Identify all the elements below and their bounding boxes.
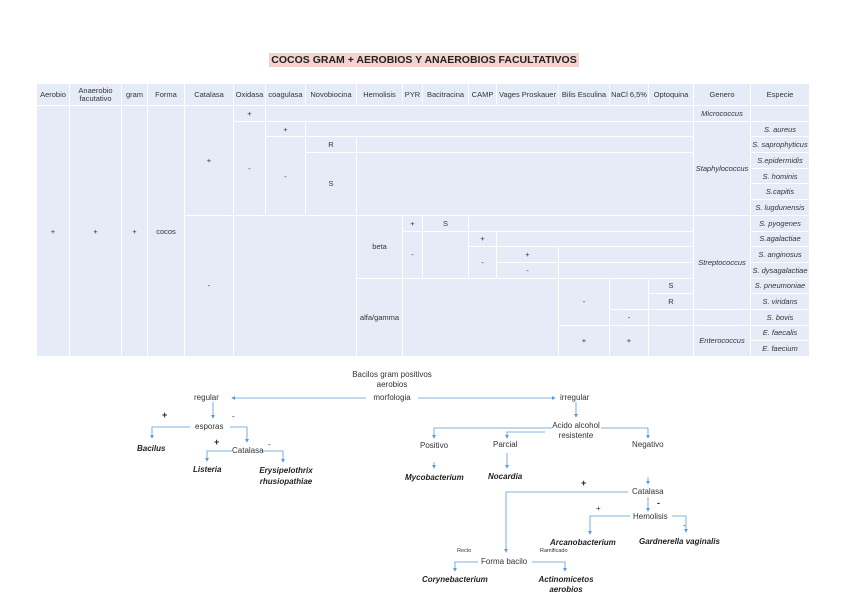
flow-hemolisis: Hemolisis: [633, 512, 668, 521]
flow-ramificado: Ramificado: [540, 548, 568, 554]
flow-forma-bacilo: Forma bacilo: [481, 557, 528, 566]
flow-acido-alcohol: Acido alcohol: [552, 421, 600, 430]
flow-nocardia: Nocardia: [488, 472, 523, 481]
flow-plus-esporas: +: [162, 410, 168, 420]
aerobio-cell: +: [36, 105, 70, 357]
header-cell: Especie: [750, 83, 810, 106]
empty-cell: [422, 230, 469, 279]
catalasa-neg-cell: -: [184, 214, 234, 358]
arrow-negativo: [601, 427, 650, 439]
arrow-gardnerella: [672, 515, 688, 533]
table-row: S S.epidermidis: [37, 152, 810, 216]
page-title: COCOS GRAM + AEROBIOS Y ANAEROBIOS FACUL…: [0, 50, 848, 68]
flow-irregular: irregular: [560, 393, 590, 402]
flow-listeria: Listeria: [193, 465, 222, 474]
species-cell: S. saprophyticus: [750, 136, 810, 154]
empty-cell: [233, 214, 357, 358]
table-row: - + S.agalactiae: [37, 230, 810, 279]
table-row: + + + cocos + + Micrococcus: [36, 105, 810, 357]
identification-table: Aerobio Anaerobio facutativo gram Forma …: [36, 83, 810, 358]
coagulasa-neg-cell: -: [265, 136, 306, 216]
flow-gardnerella: Gardnerella vaginalis: [639, 537, 720, 546]
flow-catalasa: Catalasa: [232, 446, 264, 455]
arrow-positivo: [432, 427, 552, 439]
flow-positivo: Positivo: [420, 441, 449, 450]
species-cell: E. faecium: [750, 340, 810, 357]
empty-cell: [356, 152, 694, 216]
arrow-bacillus: [150, 426, 190, 439]
empty-cell: [648, 324, 694, 358]
arrow-actino: [532, 561, 567, 572]
hemolisis-alfa-cell: alfa/gamma: [356, 277, 403, 358]
flow-minus-catalasa: -: [268, 440, 271, 449]
header-cell: Catalasa: [184, 83, 234, 106]
flow-negativo: Negativo: [632, 440, 664, 449]
table-row: + + Enterococcus E. faecalis: [37, 324, 810, 358]
flow-corynebacterium: Corynebacterium: [422, 575, 488, 584]
flow-arcanobacterium: Arcanobacterium: [550, 538, 616, 547]
anaerobio-cell: +: [69, 105, 122, 357]
genus-cell: Enterococcus: [693, 324, 751, 358]
empty-cell: [402, 277, 559, 358]
gram-cell: +: [121, 105, 148, 357]
flow-plus-catalasa: +: [214, 437, 220, 447]
bilis-pos-cell: +: [558, 324, 610, 358]
table-row: - + S. anginosus: [37, 246, 810, 279]
table-row: - beta + S Streptococcus S. pyogenes: [37, 214, 810, 358]
camp-neg-cell: -: [468, 246, 497, 279]
arrow-listeria: [205, 450, 232, 462]
flow-actinomicetos: Actinomicetos: [538, 575, 594, 584]
arrow-parcial: [505, 431, 545, 439]
flow-rhusiopathiae: rhusiopathiae: [259, 477, 313, 486]
flow-minus-hemolisis: -: [683, 521, 686, 530]
flow-catalasa2: Catalasa: [632, 487, 664, 496]
arrow-erysi: [262, 450, 285, 463]
flow-parcial: Parcial: [493, 440, 518, 449]
flow-plus-catalasa2: +: [581, 478, 587, 488]
flow-root-subtitle: aerobios: [376, 380, 408, 389]
flow-esporas: esporas: [195, 422, 224, 431]
arrow-coryne: [453, 561, 478, 572]
flow-root-morfologia: morfologia: [373, 393, 411, 402]
genus-cell: Staphylococcus: [693, 120, 751, 216]
nacl-pos-cell: +: [609, 324, 649, 358]
flow-erysipelothrix: Erysipelothrix: [259, 466, 313, 475]
flow-recto: Recto: [457, 548, 472, 554]
flow-root-title: Bacilos gram positivos: [352, 370, 432, 379]
flow-regular: regular: [194, 393, 219, 402]
header-cell: Oxidasa: [233, 83, 266, 106]
flow-mycobacterium: Mycobacterium: [405, 473, 464, 482]
header-cell: Bacitracina: [422, 83, 469, 106]
arrow-arcano: [588, 515, 630, 535]
flow-bacillus: Bacilus: [137, 444, 166, 453]
header-cell: Vages Proskauer: [496, 83, 559, 106]
table-row: - R S. saprophyticus: [37, 136, 810, 216]
novobiocina-s-cell: S: [305, 152, 357, 216]
flow-minus-esporas: -: [232, 412, 235, 421]
table-header-row: Aerobio Anaerobio facutativo gram Forma …: [36, 83, 810, 106]
page-title-text: COCOS GRAM + AEROBIOS Y ANAEROBIOS FACUL…: [269, 53, 579, 67]
flow-plus-hemolisis: +: [596, 504, 601, 513]
flow-minus-catalasa2: -: [657, 498, 660, 508]
catalasa-pos-cell: +: [184, 105, 234, 216]
forma-cell: cocos: [147, 105, 185, 357]
table-row: E. faecium: [37, 340, 810, 357]
hemolisis-beta-cell: beta: [356, 214, 403, 279]
arrow-catalasa: [230, 426, 249, 443]
table-row: - S. bovis: [37, 308, 810, 326]
empty-cell: [609, 277, 649, 310]
flow-aerobios: aerobios: [549, 585, 583, 594]
arrow-forma-bacilo: [504, 491, 628, 553]
flow-resistente: resistente: [558, 431, 594, 440]
